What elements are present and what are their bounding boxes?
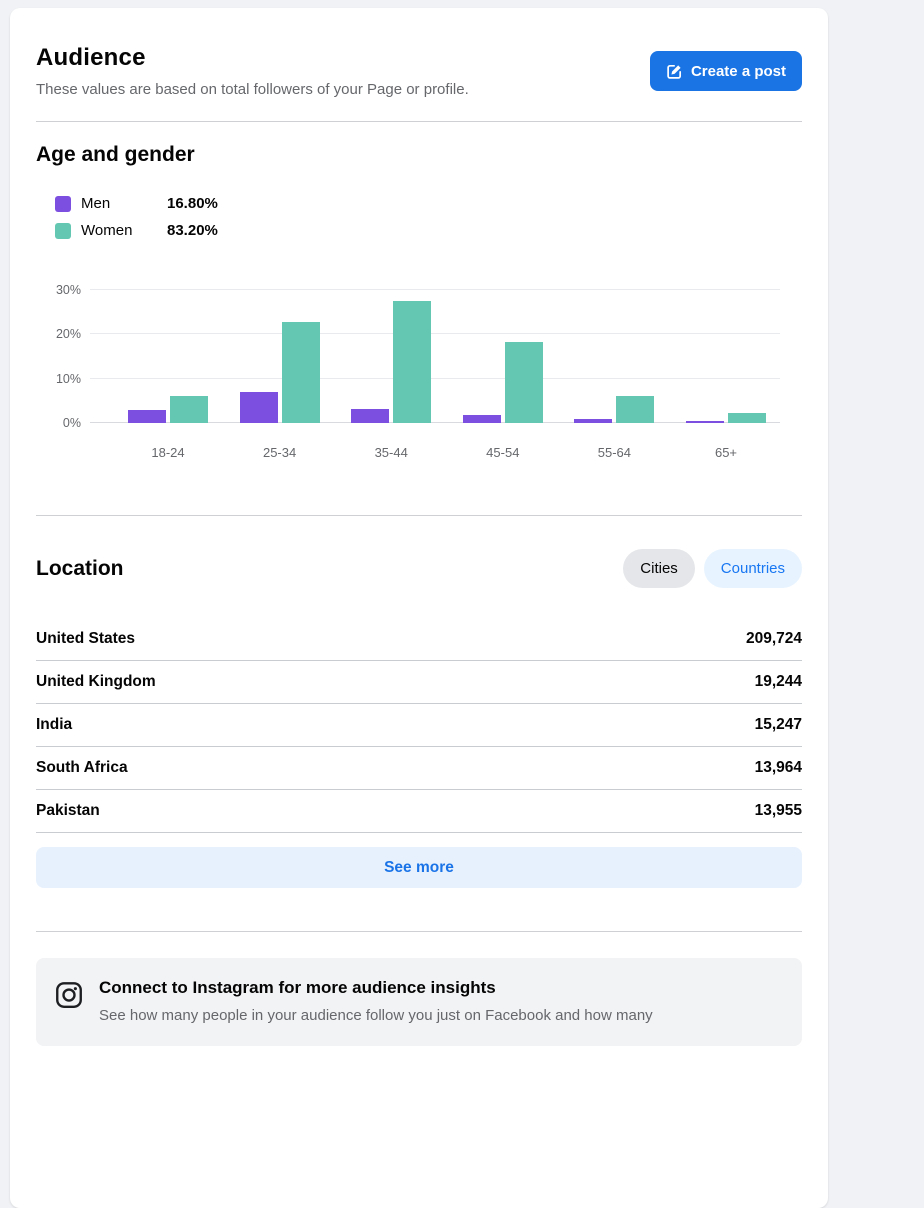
- instagram-heading: Connect to Instagram for more audience i…: [99, 978, 653, 998]
- legend-label: Men: [81, 195, 167, 212]
- table-row: India 15,247: [36, 704, 802, 747]
- age-gender-heading: Age and gender: [36, 143, 802, 167]
- y-axis-tick-label: 10%: [56, 372, 81, 386]
- table-row: United Kingdom 19,244: [36, 661, 802, 704]
- create-post-button[interactable]: Create a post: [650, 51, 802, 91]
- tab-cities[interactable]: Cities: [623, 549, 695, 588]
- legend-item-men: Men16.80%: [55, 190, 802, 217]
- location-value: 13,964: [755, 759, 802, 777]
- location-name: Pakistan: [36, 802, 100, 820]
- bar-women-55-64: [616, 396, 654, 423]
- header-divider: [36, 121, 802, 122]
- bar-women-65+: [728, 413, 766, 423]
- legend-swatch-men: [55, 196, 71, 212]
- legend-label: Women: [81, 222, 167, 239]
- location-value: 209,724: [746, 630, 802, 648]
- location-table: United States 209,724 United Kingdom 19,244…: [36, 618, 802, 833]
- header-text: Audience These values are based on total…: [36, 44, 469, 98]
- y-axis-tick-label: 30%: [56, 283, 81, 297]
- legend-swatch-women: [55, 223, 71, 239]
- location-tabs: CitiesCountries: [623, 549, 802, 588]
- compose-icon: [666, 63, 683, 80]
- gridline-30%: [90, 289, 780, 290]
- bar-men-65+: [686, 421, 724, 423]
- chart-legend: Men16.80%Women83.20%: [55, 190, 802, 244]
- location-name: India: [36, 716, 72, 734]
- table-row: South Africa 13,964: [36, 747, 802, 790]
- footer-divider: [36, 931, 802, 932]
- gridline-20%: [90, 333, 780, 334]
- location-heading: Location: [36, 557, 124, 581]
- bar-men-25-34: [240, 392, 278, 423]
- table-row: United States 209,724: [36, 618, 802, 661]
- bar-men-55-64: [574, 419, 612, 423]
- bar-men-35-44: [351, 409, 389, 423]
- legend-value: 16.80%: [167, 195, 218, 212]
- x-axis-tick-label: 45-54: [486, 445, 519, 460]
- section-divider: [36, 515, 802, 516]
- age-gender-chart: 0%10%20%30%18-2425-3435-4445-5455-6465+: [36, 290, 802, 475]
- y-axis-tick-label: 0%: [63, 416, 81, 430]
- x-axis-tick-label: 25-34: [263, 445, 296, 460]
- x-axis-tick-label: 18-24: [151, 445, 184, 460]
- page-subtitle: These values are based on total follower…: [36, 81, 469, 98]
- create-post-label: Create a post: [691, 63, 786, 80]
- see-more-button[interactable]: See more: [36, 847, 802, 888]
- table-row: Pakistan 13,955: [36, 790, 802, 833]
- location-name: South Africa: [36, 759, 128, 777]
- legend-item-women: Women83.20%: [55, 217, 802, 244]
- instagram-text: Connect to Instagram for more audience i…: [99, 978, 653, 1026]
- location-value: 13,955: [755, 802, 802, 820]
- y-axis-tick-label: 20%: [56, 327, 81, 341]
- x-axis-tick-label: 65+: [715, 445, 737, 460]
- location-header: Location CitiesCountries: [36, 549, 802, 588]
- location-name: United Kingdom: [36, 673, 156, 691]
- bar-women-18-24: [170, 396, 208, 423]
- bar-men-18-24: [128, 410, 166, 423]
- x-axis-tick-label: 35-44: [375, 445, 408, 460]
- tab-countries[interactable]: Countries: [704, 549, 802, 588]
- bar-women-45-54: [505, 342, 543, 423]
- legend-value: 83.20%: [167, 222, 218, 239]
- bar-women-35-44: [393, 301, 431, 423]
- chart-plot: 0%10%20%30%18-2425-3435-4445-5455-6465+: [90, 290, 780, 423]
- location-value: 15,247: [755, 716, 802, 734]
- location-value: 19,244: [755, 673, 802, 691]
- bar-men-45-54: [463, 415, 501, 423]
- audience-card: Audience These values are based on total…: [10, 8, 828, 1208]
- instagram-body: See how many people in your audience fol…: [99, 1006, 653, 1026]
- x-axis-tick-label: 55-64: [598, 445, 631, 460]
- header: Audience These values are based on total…: [36, 44, 802, 98]
- location-name: United States: [36, 630, 135, 648]
- gridline-10%: [90, 378, 780, 379]
- instagram-panel[interactable]: Connect to Instagram for more audience i…: [36, 958, 802, 1046]
- bar-women-25-34: [282, 322, 320, 423]
- page-title: Audience: [36, 44, 469, 72]
- instagram-icon: [54, 980, 84, 1015]
